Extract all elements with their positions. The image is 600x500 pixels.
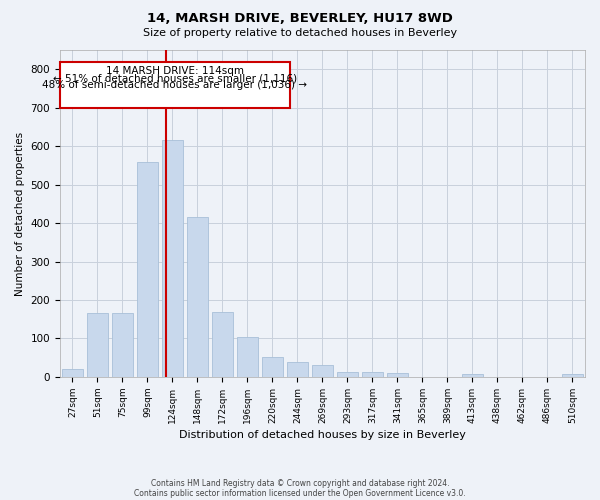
Bar [262,357,283,377]
Bar [462,374,483,377]
Text: ← 51% of detached houses are smaller (1,116): ← 51% of detached houses are smaller (1,… [53,73,297,83]
Bar [87,314,108,377]
Bar [112,314,133,377]
Bar [212,312,233,377]
Y-axis label: Number of detached properties: Number of detached properties [15,132,25,296]
Bar [237,336,258,377]
Bar [562,374,583,377]
Text: Contains HM Land Registry data © Crown copyright and database right 2024.: Contains HM Land Registry data © Crown c… [151,478,449,488]
Text: 14 MARSH DRIVE: 114sqm: 14 MARSH DRIVE: 114sqm [106,66,244,76]
Bar [362,372,383,377]
Text: Size of property relative to detached houses in Beverley: Size of property relative to detached ho… [143,28,457,38]
Text: 48% of semi-detached houses are larger (1,036) →: 48% of semi-detached houses are larger (… [43,80,307,90]
Bar [162,140,183,377]
Bar [312,366,333,377]
Bar [62,370,83,377]
X-axis label: Distribution of detached houses by size in Beverley: Distribution of detached houses by size … [179,430,466,440]
Bar [137,162,158,377]
Bar [287,362,308,377]
Bar [187,218,208,377]
Text: Contains public sector information licensed under the Open Government Licence v3: Contains public sector information licen… [134,488,466,498]
Text: 14, MARSH DRIVE, BEVERLEY, HU17 8WD: 14, MARSH DRIVE, BEVERLEY, HU17 8WD [147,12,453,26]
FancyBboxPatch shape [60,62,290,108]
Bar [337,372,358,377]
Bar [387,373,408,377]
